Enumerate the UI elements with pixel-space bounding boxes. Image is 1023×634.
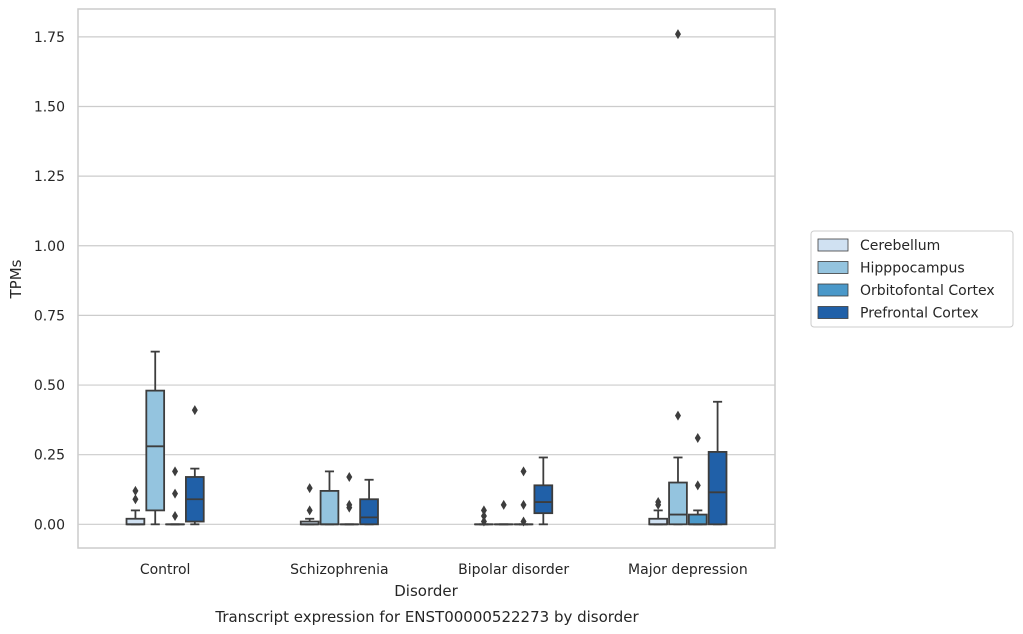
legend-swatch <box>817 306 849 319</box>
box-3-1 <box>165 466 185 526</box>
box-4-4 <box>707 400 728 526</box>
box-body <box>359 498 379 526</box>
outlier-point <box>674 29 681 40</box>
y-tick-label: 1.75 <box>34 30 65 46</box>
y-tick-label: 0.25 <box>34 448 65 464</box>
box-3-4 <box>687 432 708 526</box>
box-1-1 <box>125 485 146 526</box>
outlier-point <box>306 505 313 516</box>
box-2-1 <box>145 350 166 526</box>
x-tick-label: Control <box>140 562 191 578</box>
legend-swatch <box>817 261 849 274</box>
box-body <box>533 484 554 515</box>
y-tick-label: 1.00 <box>34 239 65 255</box>
legend-swatch <box>817 283 849 297</box>
legend-frame <box>810 230 1014 328</box>
box-body <box>687 513 708 526</box>
legend-label: Cerebellum <box>860 238 940 254</box>
box-4-1 <box>185 405 205 526</box>
legend-label: Hipppocampus <box>860 261 965 277</box>
outlier-point <box>520 466 527 477</box>
y-tick-label: 1.50 <box>34 99 65 115</box>
chart-title: Transcript expression for ENST0000052227… <box>214 608 639 626</box>
box-3-2 <box>339 471 360 526</box>
y-axis-ticks: 0.00 0.25 0.50 0.75 1.00 1.25 1.50 1.75 <box>34 30 65 533</box>
outlier-point <box>172 510 179 521</box>
legend-label: Prefrontal Cortex <box>860 306 979 322</box>
legend-label: Orbitofontal Cortex <box>860 283 995 299</box>
y-tick-label: 0.75 <box>34 308 65 324</box>
box-2-4 <box>668 29 688 526</box>
box-4-3 <box>533 456 554 526</box>
box-1-4 <box>648 497 668 526</box>
box-body <box>145 389 166 512</box>
outlier-point <box>480 516 487 527</box>
x-axis-ticks: Control Schizophrenia Bipolar disorder Majo… <box>140 562 748 578</box>
x-tick-label: Major depression <box>628 562 748 578</box>
outlier-point <box>132 494 139 505</box>
outlier-point <box>500 499 507 510</box>
outlier-point <box>520 499 527 510</box>
outlier-point <box>191 405 198 416</box>
y-tick-label: 0.00 <box>34 517 65 533</box>
box-1-2 <box>299 483 320 526</box>
outlier-point <box>694 480 701 491</box>
outlier-point <box>480 505 487 516</box>
outlier-point <box>346 499 353 510</box>
y-tick-label: 0.50 <box>34 378 65 394</box>
outlier-point <box>694 432 701 443</box>
boxes <box>125 29 728 527</box>
outlier-point <box>172 488 179 499</box>
outlier-point <box>520 516 527 527</box>
outlier-point <box>346 471 353 482</box>
box-body <box>668 481 688 526</box>
box-body <box>319 489 340 526</box>
x-tick-label: Bipolar disorder <box>458 562 569 578</box>
outlier-point <box>480 510 487 521</box>
y-axis-label: TPMs <box>7 259 25 299</box>
outlier-point <box>674 410 681 421</box>
legend-swatch <box>817 238 849 252</box>
outlier-point <box>655 497 662 508</box>
box-3-3 <box>513 466 534 527</box>
legend: Cerebellum Hipppocampus Orbitofontal Corte… <box>810 230 1014 328</box>
plot-frame <box>77 8 776 549</box>
x-axis-label: Disorder <box>394 582 458 600</box>
outlier-point <box>172 466 179 477</box>
y-tick-label: 1.25 <box>34 169 65 185</box>
box-4-2 <box>359 478 379 526</box>
box-2-2 <box>319 470 340 526</box>
box-1-3 <box>474 505 494 527</box>
x-tick-label: Schizophrenia <box>290 562 388 578</box>
outlier-point <box>306 483 313 494</box>
box-body <box>707 450 728 526</box>
box-2-3 <box>493 499 514 526</box>
outlier-point <box>132 485 139 496</box>
